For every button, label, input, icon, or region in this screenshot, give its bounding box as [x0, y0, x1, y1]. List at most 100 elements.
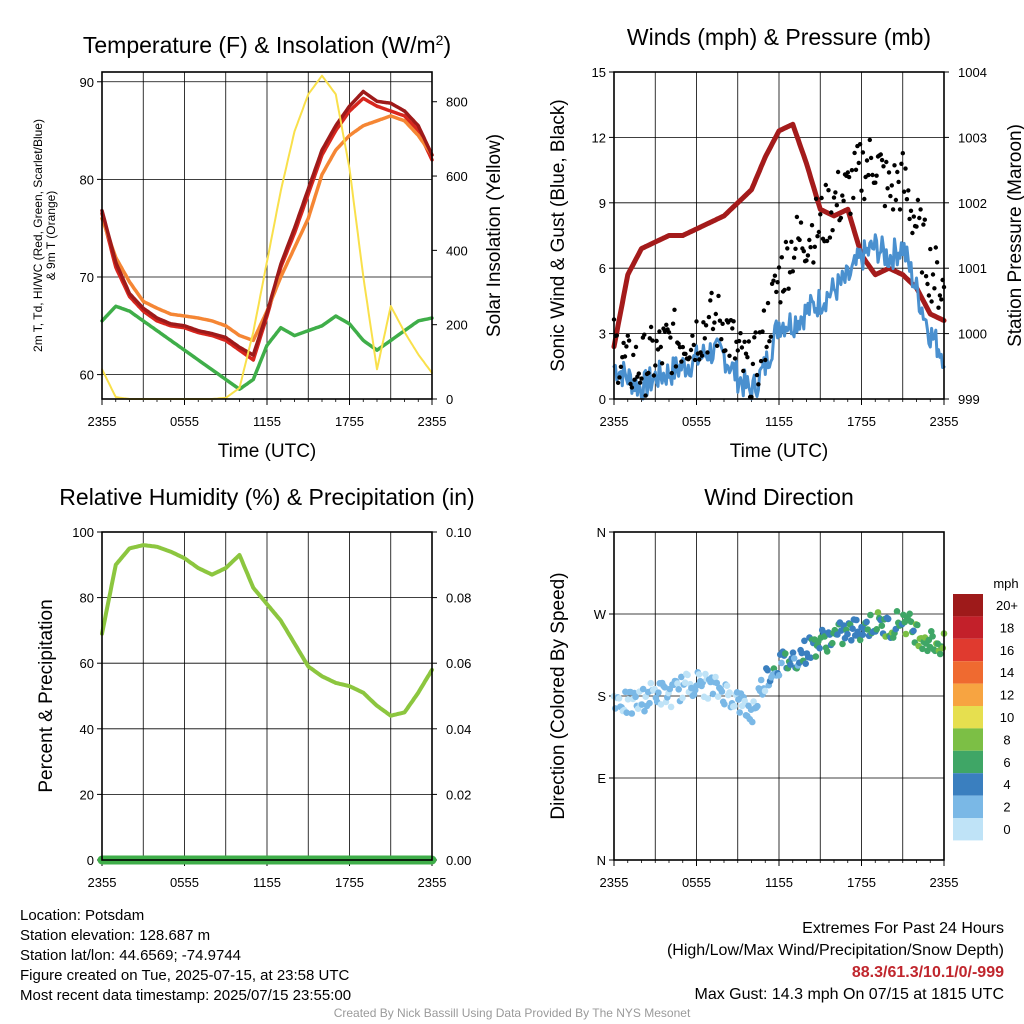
colorbar-label: 2	[1003, 800, 1010, 815]
gust-point	[679, 359, 684, 364]
direction-point	[684, 671, 691, 679]
title-superscript: 2	[436, 32, 444, 48]
y-tick-label: 70	[80, 270, 94, 285]
direction-point	[726, 689, 733, 696]
direction-point	[675, 686, 682, 693]
direction-point	[929, 633, 936, 640]
extremes-subtitle: (High/Low/Max Wind/Precipitation/Snow De…	[666, 942, 1004, 959]
y-tick-label: 0	[599, 392, 606, 407]
direction-point	[928, 628, 935, 635]
gust-point	[637, 380, 643, 385]
gust-point	[928, 246, 933, 252]
gust-point	[866, 172, 871, 178]
gust-point	[897, 207, 903, 212]
gust-point	[742, 339, 747, 344]
gust-point	[703, 323, 709, 328]
direction-point	[661, 684, 669, 691]
gust-point	[874, 173, 879, 178]
x-tick-label: 1755	[335, 414, 364, 429]
gust-point	[666, 330, 672, 335]
colorbar-title: mph	[993, 576, 1018, 591]
gust-point	[890, 207, 896, 212]
direction-point	[718, 688, 726, 695]
y-right-tick-label: 0.04	[446, 722, 471, 737]
direction-point	[704, 695, 712, 702]
x-tick-label: 2355	[418, 875, 447, 890]
gust-point	[831, 195, 837, 200]
gust-point	[937, 293, 943, 298]
direction-point	[754, 702, 761, 710]
gust-point	[758, 358, 764, 364]
direction-point	[848, 637, 855, 644]
station-info: Location: Potsdam Station elevation: 128…	[20, 906, 351, 1006]
gust-point	[934, 260, 940, 265]
gust-point	[664, 322, 669, 327]
x-tick-label: 1755	[847, 414, 876, 429]
gust-point	[794, 214, 800, 220]
plot-frame	[101, 531, 433, 861]
plot-frame	[613, 71, 945, 400]
direction-point	[679, 694, 686, 702]
gust-point	[621, 340, 626, 346]
gust-point	[895, 169, 900, 175]
gust-point	[746, 339, 751, 344]
gust-point	[636, 371, 641, 376]
y-right-tick-label: 1001	[958, 261, 987, 276]
x-tick-label: 0555	[682, 414, 711, 429]
direction-point	[693, 682, 700, 689]
direction-point	[764, 666, 771, 674]
y-tick-label: 100	[72, 525, 94, 540]
colorbar-swatch	[953, 795, 983, 818]
direction-point	[623, 709, 630, 716]
y-axis-label: Direction (Colored By Speed)	[548, 572, 569, 819]
y-right-tick-label: 0	[446, 392, 453, 407]
gust-point	[860, 150, 866, 155]
gust-point	[624, 344, 629, 349]
y-axis-label-line: & 9m T (Orange)	[44, 191, 58, 281]
direction-point	[878, 622, 886, 629]
station-info-line: Figure created on Tue, 2025-07-15, at 23…	[20, 967, 350, 984]
gust-point	[908, 208, 914, 213]
y-tick-label: 80	[80, 591, 94, 606]
gust-point	[838, 215, 844, 221]
gust-point	[853, 167, 859, 172]
plot-frame	[613, 531, 945, 861]
direction-point	[731, 702, 738, 710]
gust-point	[779, 255, 784, 260]
colorbar-label: 20+	[996, 598, 1018, 613]
gust-point	[848, 211, 853, 216]
gust-point	[732, 356, 738, 361]
gust-point	[910, 230, 915, 236]
direction-point	[884, 615, 892, 623]
y-right-tick-label: 800	[446, 95, 468, 110]
gust-point	[870, 172, 875, 178]
station-info-line: Station lat/lon: 44.6569; -74.9744	[20, 947, 242, 964]
gust-point	[805, 253, 811, 258]
gust-point	[925, 281, 930, 287]
gust-point	[881, 164, 886, 169]
direction-point	[844, 630, 851, 638]
gust-point	[736, 338, 742, 344]
gust-point	[760, 329, 765, 334]
gust-point	[618, 364, 624, 369]
gust-point	[911, 214, 916, 219]
gust-point	[888, 193, 893, 199]
gust-point	[706, 314, 712, 320]
colorbar-swatch	[953, 750, 983, 774]
direction-point	[823, 648, 831, 655]
direction-point	[893, 608, 901, 615]
gust-point	[765, 300, 771, 306]
gust-point	[833, 190, 838, 195]
direction-point	[789, 649, 797, 656]
direction-point	[714, 693, 722, 700]
direction-point	[738, 702, 746, 710]
gust-point	[882, 203, 888, 209]
direction-point	[939, 644, 946, 652]
series-line-2	[612, 233, 946, 401]
direction-point	[874, 609, 882, 616]
gust-point	[914, 224, 919, 229]
gust-point	[699, 353, 705, 358]
gust-point	[873, 180, 878, 185]
gust-point	[622, 354, 628, 359]
y-right-tick-label: 600	[446, 169, 468, 184]
